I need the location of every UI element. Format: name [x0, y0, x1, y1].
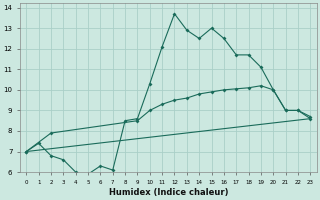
X-axis label: Humidex (Indice chaleur): Humidex (Indice chaleur) [108, 188, 228, 197]
